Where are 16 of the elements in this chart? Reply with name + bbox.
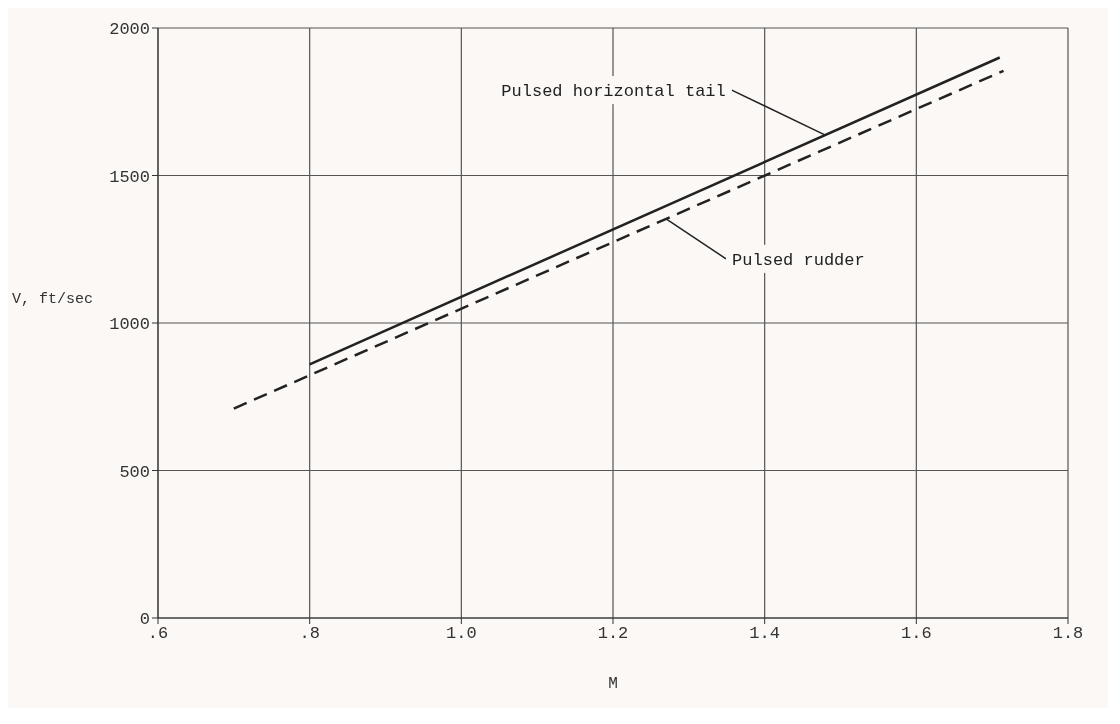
y-tick-label: 2000 (109, 20, 150, 40)
y-tick-label: 500 (119, 462, 150, 482)
x-tick-label: 1.0 (446, 624, 477, 644)
y-axis-title: V, ft/sec (12, 291, 94, 308)
annotation: Pulsed rudder (732, 250, 865, 270)
x-tick-label: 1.6 (901, 624, 932, 644)
x-tick-label: 1.4 (749, 624, 780, 644)
x-tick-label: .6 (147, 624, 169, 644)
y-tick-label: 0 (139, 610, 150, 630)
x-tick-label: 1.8 (1052, 624, 1084, 644)
x-tick-label: 1.2 (597, 624, 629, 644)
y-tick-label: 1000 (109, 315, 150, 335)
y-tick-label: 1500 (109, 167, 150, 187)
annotation: Pulsed horizontal tail (501, 82, 726, 102)
x-tick-label: .8 (299, 624, 320, 644)
x-axis-title: M (608, 675, 618, 693)
